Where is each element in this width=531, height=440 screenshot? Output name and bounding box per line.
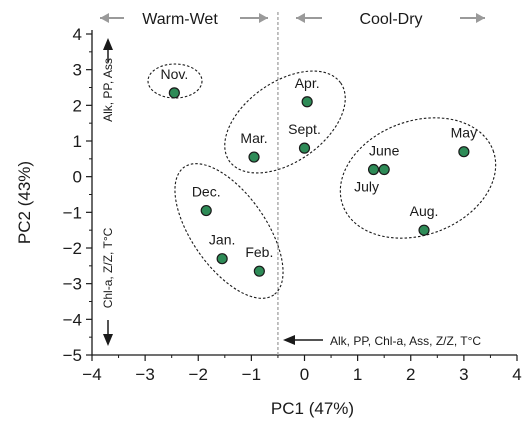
- region-label-cool-dry: Cool-Dry: [359, 11, 422, 28]
- y-tick-label: −2: [63, 239, 82, 258]
- plot-frame: [86, 30, 518, 361]
- y-tick-label: 1: [73, 132, 82, 151]
- annotation-pc2-negative: Chl-a, Z/Z, T°C: [101, 227, 115, 308]
- left-arrow-head: [283, 335, 295, 345]
- x-axis-title: PC1 (47%): [271, 399, 354, 418]
- point-label: Feb.: [245, 244, 273, 260]
- group-ellipse: [339, 117, 497, 239]
- data-point: [200, 204, 212, 217]
- up-arrow-head: [103, 38, 113, 50]
- data-point: [168, 87, 180, 99]
- y-tick-label: −1: [63, 203, 82, 222]
- point-label: Nov.: [160, 66, 188, 82]
- group-ellipses: [147, 63, 497, 299]
- y-tick-label: 3: [73, 61, 82, 80]
- y-tick-label: 4: [73, 25, 82, 44]
- data-point: [367, 163, 380, 176]
- x-tick-label: 4: [512, 365, 521, 384]
- data-point: [378, 163, 390, 176]
- group-ellipse: [147, 63, 203, 99]
- annotation-pc2-positive: Alk, PP, Ass: [101, 58, 115, 122]
- warm-wet-right-arrow-head: [259, 13, 268, 23]
- point-label: July: [354, 179, 379, 195]
- point-label: Aug.: [410, 203, 439, 219]
- data-point: [248, 151, 260, 163]
- data-point: [418, 224, 430, 236]
- point-label: Jan.: [209, 232, 235, 248]
- warm-wet-left-arrow-head: [100, 13, 109, 23]
- region-label-warm-wet: Warm-Wet: [142, 11, 218, 28]
- y-tick-label: −3: [63, 275, 82, 294]
- point-label: Dec.: [192, 184, 221, 200]
- y-tick-label: −4: [63, 310, 82, 329]
- point-label: May: [451, 125, 477, 141]
- annotations: Alk, PP, Ass Chl-a, Z/Z, T°C Alk, PP, Ch…: [101, 38, 481, 348]
- x-tick-label: −1: [242, 365, 261, 384]
- x-tick-label: 0: [300, 365, 309, 384]
- annotation-pc1-negative: Alk, PP, Chl-a, Ass, Z/Z, T°C: [330, 334, 481, 348]
- point-label: Mar.: [240, 130, 267, 146]
- cool-dry-right-arrow-head: [476, 13, 485, 23]
- region-labels: Warm-Wet Cool-Dry: [100, 11, 485, 28]
- data-point: [301, 96, 313, 108]
- data-point: [216, 253, 228, 265]
- x-tick-label: 2: [406, 365, 415, 384]
- x-tick-label: −4: [82, 365, 101, 384]
- data-point: [253, 265, 265, 277]
- cool-dry-left-arrow-head: [296, 13, 305, 23]
- axes: PC1 (47%) PC2 (43%) −4 −3 −2 −1 0 1 2 3 4 4 3 2 1 0 −1…: [15, 25, 522, 418]
- x-tick-label: 3: [459, 365, 468, 384]
- data-points: Nov. Apr. Sept. Mar. May June July Aug. Dec. Jan.…: [160, 66, 477, 277]
- x-tick-label: −3: [135, 365, 154, 384]
- point-label: Apr.: [295, 75, 320, 91]
- data-point: [458, 146, 470, 158]
- group-ellipse: [174, 163, 284, 299]
- down-arrow-head: [103, 334, 113, 346]
- point-label: June: [369, 143, 400, 159]
- x-tick-label: 1: [353, 365, 362, 384]
- y-tick-label: 2: [73, 96, 82, 115]
- point-label: Sept.: [288, 121, 321, 137]
- y-tick-label: 0: [73, 168, 82, 187]
- group-ellipse: [224, 70, 346, 174]
- y-axis-title: PC2 (43%): [15, 161, 34, 244]
- y-tick-label: −5: [63, 346, 82, 365]
- x-tick-label: −2: [189, 365, 208, 384]
- data-point: [298, 142, 311, 154]
